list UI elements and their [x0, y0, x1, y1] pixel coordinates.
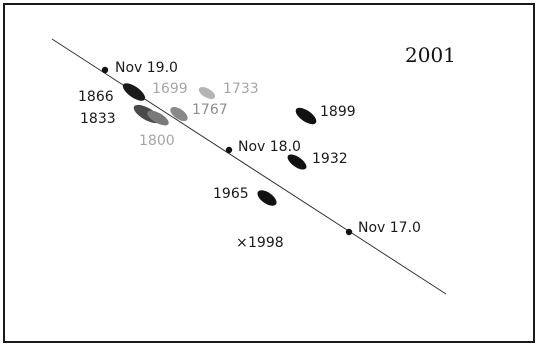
diagram-frame [3, 3, 535, 343]
trail-label-1767: 1767 [192, 102, 228, 118]
path-marker-dot [345, 228, 353, 236]
year-title: 2001 [405, 43, 456, 67]
trail-blob-1899 [295, 107, 317, 125]
path-marker-dot [225, 146, 233, 154]
path-marker-label: Nov 17.0 [358, 220, 421, 236]
trail-label-1833: 1833 [80, 111, 116, 127]
path-marker-dot [101, 66, 109, 74]
trail-label-1733: 1733 [223, 81, 259, 97]
trail-blob-1767 [170, 106, 188, 122]
trail-label-1866: 1866 [78, 89, 114, 105]
nodal-path-line [51, 38, 447, 295]
trail-blob-1800 [147, 110, 169, 126]
trail-label-1899: 1899 [320, 104, 356, 120]
path-marker-label: Nov 19.0 [115, 60, 178, 76]
trail-blob-1733 [198, 87, 216, 99]
trail-label-1932: 1932 [312, 151, 348, 167]
trail-blob-1932 [287, 154, 307, 170]
trail-label-1965: 1965 [213, 186, 249, 202]
trail-label-1699: 1699 [152, 81, 188, 97]
trail-label-1800: 1800 [139, 133, 175, 149]
path-marker-label: Nov 18.0 [238, 139, 301, 155]
trail-blob-1866 [122, 83, 146, 101]
trail-blob-1965 [257, 190, 277, 206]
cross-marker-icon: × [236, 235, 248, 251]
cross-point-label: 1998 [248, 235, 284, 251]
